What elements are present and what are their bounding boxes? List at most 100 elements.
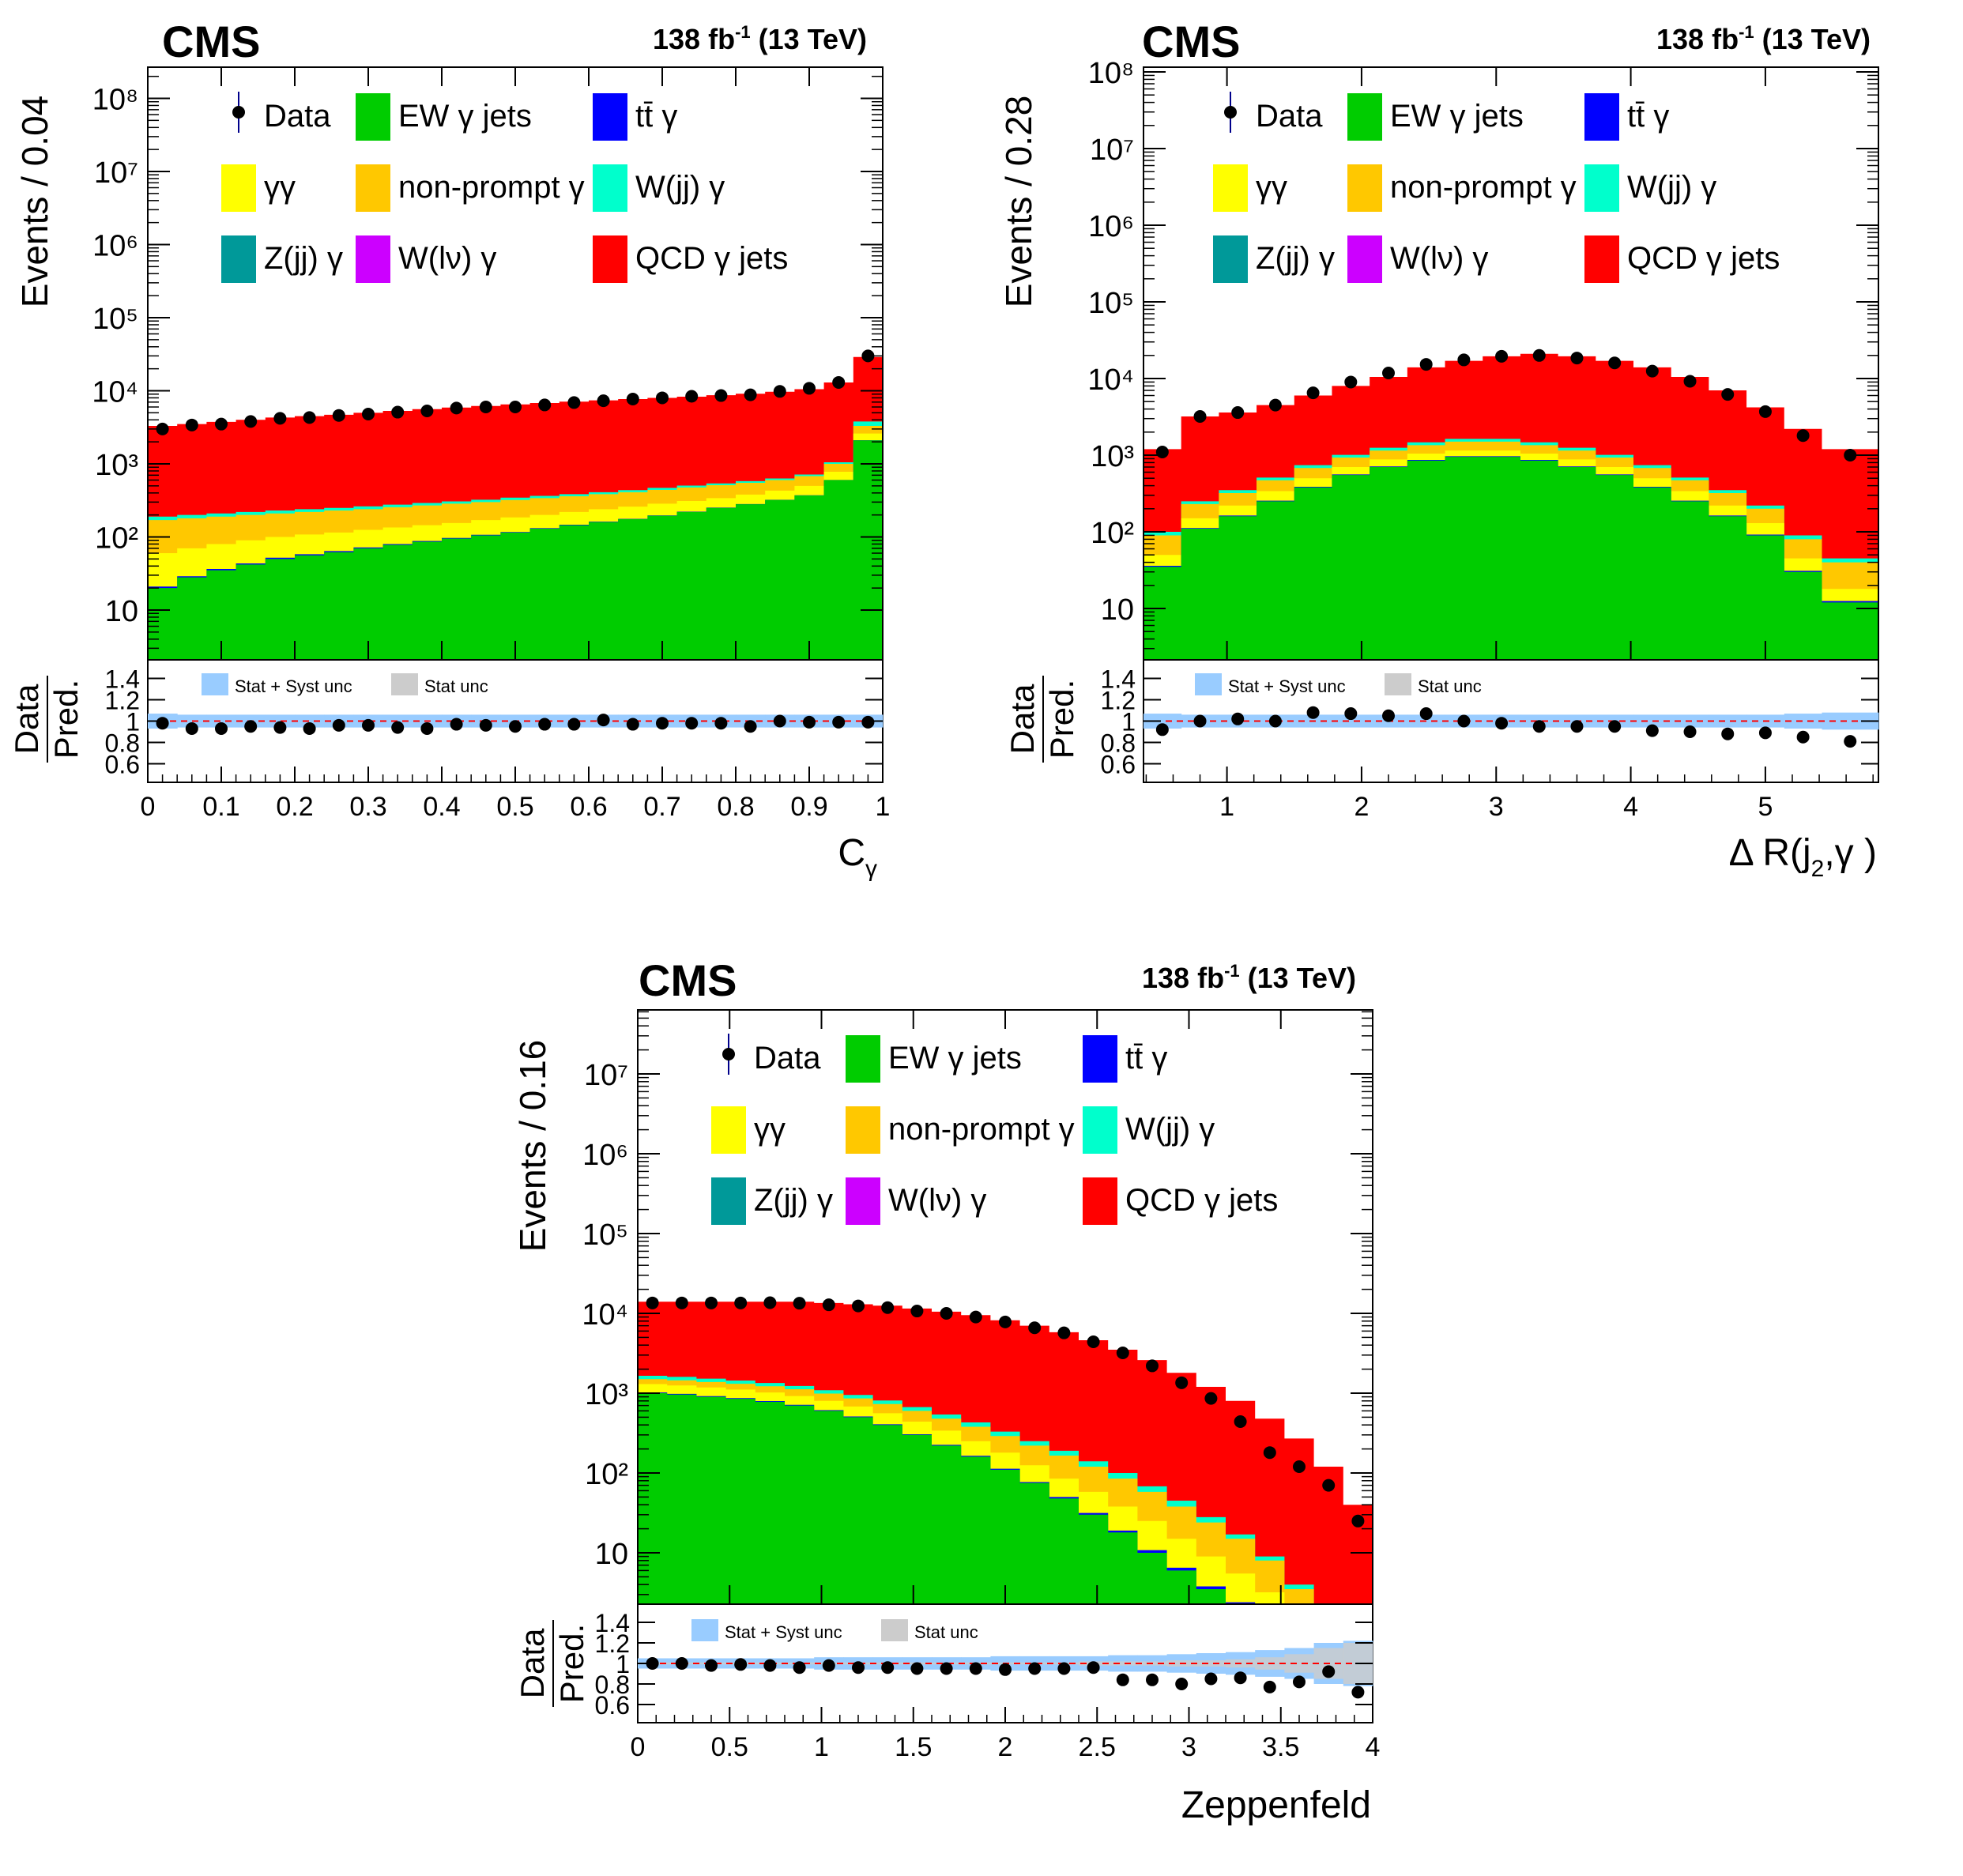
ratio-tick-label: 1.2 — [595, 1629, 630, 1658]
data-point — [626, 392, 639, 405]
ratio-point — [1532, 720, 1546, 733]
data-point — [969, 1310, 982, 1324]
legend-swatch-ttg — [1584, 93, 1619, 141]
ratio-label-den: Pred. — [553, 1624, 590, 1703]
data-point — [940, 1307, 953, 1320]
x-tick-label: 2 — [1354, 792, 1369, 822]
legend-label-data: Data — [264, 99, 331, 134]
ratio-point — [881, 1661, 895, 1674]
legend-swatch-np — [846, 1106, 880, 1154]
ratio-point — [156, 717, 169, 730]
ratio-legend: Stat + Syst unc Stat unc — [202, 673, 488, 696]
ratio-legend-swatch-stat — [881, 1619, 908, 1641]
x-tick-label: 1 — [876, 792, 891, 822]
ratio-legend-label-statsyst: Stat + Syst unc — [1228, 676, 1346, 696]
x-axis-label: Cγ — [838, 832, 877, 882]
ratio-unc-band — [1784, 714, 1822, 729]
legend-swatch-wjj — [1584, 164, 1619, 212]
ratio-tick-label: 1.4 — [595, 1609, 630, 1637]
ratio-point — [1683, 725, 1697, 738]
ratio-point — [803, 715, 816, 729]
ratio-tick-label: 1.2 — [105, 687, 140, 715]
ratio-y-label: Data Pred. — [8, 676, 85, 763]
ratio-point — [1570, 720, 1584, 733]
ratio-legend-swatch-statsyst — [202, 673, 228, 695]
ratio-point — [1351, 1686, 1365, 1699]
y-tick-label: 10² — [95, 522, 138, 556]
ratio-point — [244, 720, 258, 733]
ratio-point — [832, 715, 846, 729]
data-point — [763, 1296, 777, 1309]
data-point — [538, 398, 552, 412]
x-tick-label: 0.3 — [349, 792, 386, 822]
ratio-label-num: Data — [1004, 684, 1041, 754]
legend: Data EW γ jets tt̄ γ γγ non-prompt γ W(jj) γ Z… — [1213, 92, 1780, 283]
ratio-tick-label: 1 — [616, 1650, 630, 1678]
data-point — [244, 415, 258, 428]
x-tick-label: 0 — [141, 792, 156, 822]
y-tick-label: 10⁸ — [1088, 57, 1134, 90]
ratio-point — [303, 721, 316, 735]
x-tick-label: 0.8 — [717, 792, 754, 822]
ratio-point — [1457, 714, 1471, 728]
ratio-label-den: Pred. — [47, 680, 85, 759]
y-tick-label: 10² — [1091, 517, 1134, 550]
ratio-legend-label-stat: Stat unc — [1418, 676, 1482, 696]
legend-label-np: non-prompt γ — [1390, 170, 1577, 205]
ratio-point — [744, 720, 757, 733]
data-point — [479, 401, 492, 414]
data-point — [1234, 1415, 1247, 1429]
data-point — [1231, 406, 1245, 420]
ratio-point — [215, 721, 228, 735]
legend-label-np: non-prompt γ — [398, 170, 585, 205]
ratio-legend: Stat + Syst unc Stat unc — [1195, 673, 1482, 696]
x-tick-label: 1 — [1219, 792, 1234, 822]
data-point — [861, 349, 875, 363]
data-point — [509, 401, 522, 414]
legend-label-data: Data — [754, 1041, 821, 1075]
data-point — [303, 411, 316, 424]
ratio-tick-label: 1 — [1121, 708, 1136, 736]
legend-data-marker — [232, 106, 245, 119]
ratio-point — [1204, 1672, 1218, 1686]
x-tick-label: 0.5 — [496, 792, 533, 822]
legend-swatch-wjj — [1083, 1106, 1117, 1154]
ratio-point — [1028, 1662, 1042, 1675]
data-point — [1204, 1392, 1218, 1405]
lumi-label: 138 fb-1 (13 TeV) — [1142, 961, 1356, 994]
legend-label-gg: γγ — [754, 1112, 786, 1147]
legend: Data EW γ jets tt̄ γ γγ non-prompt γ W(jj) γ Z… — [711, 1034, 1278, 1225]
data-point — [852, 1299, 865, 1313]
ratio-tick-label: 1.2 — [1101, 687, 1136, 715]
ratio-point — [656, 717, 669, 730]
x-axis-label: Zeppenfeld — [1181, 1784, 1371, 1826]
data-point — [803, 382, 816, 395]
data-point — [332, 409, 345, 422]
y-tick-label: 10³ — [585, 1378, 628, 1411]
data-point — [1263, 1446, 1276, 1460]
ratio-tick-label: 0.8 — [1101, 729, 1136, 758]
legend-swatch-wlv — [356, 235, 390, 283]
y-tick-label: 10⁸ — [92, 84, 138, 117]
ratio-point — [675, 1657, 688, 1670]
y-tick-label: 10 — [1101, 593, 1134, 627]
ratio-legend-swatch-stat — [1385, 673, 1411, 695]
ratio-unc-band — [206, 714, 237, 728]
legend-swatch-gg — [711, 1106, 746, 1154]
y-tick-label: 10⁴ — [92, 376, 138, 409]
data-point — [1495, 349, 1509, 363]
x-tick-label: 0.9 — [790, 792, 827, 822]
legend-label-qcd: QCD γ jets — [635, 241, 788, 276]
legend-label-qcd: QCD γ jets — [1627, 241, 1780, 276]
legend-label-zjj: Z(jj) γ — [754, 1183, 833, 1218]
ratio-point — [705, 1659, 718, 1672]
legend-swatch-ew — [1347, 93, 1382, 141]
y-axis-ticks: 10 10² 10³ 10⁴ 10⁵ 10⁶ 10⁷ — [582, 1011, 1373, 1595]
legend-swatch-ew — [846, 1035, 880, 1083]
ratio-point — [1306, 706, 1320, 719]
ratio-point — [734, 1658, 748, 1671]
ratio-point — [420, 721, 434, 735]
stack-group — [148, 356, 883, 660]
